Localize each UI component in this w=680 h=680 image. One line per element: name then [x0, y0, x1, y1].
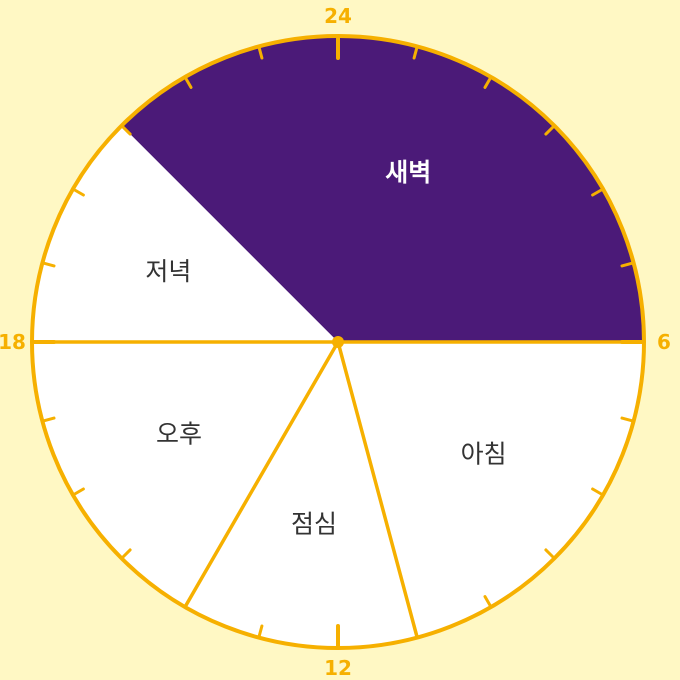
hour-label-24: 24 — [324, 4, 352, 28]
segment-morning — [338, 342, 644, 638]
segment-boundaries — [30, 340, 646, 640]
hour-tick — [591, 187, 605, 197]
segment-label-afternoon: 오후 — [156, 419, 202, 448]
segment-label-dawn: 새벽 — [385, 158, 431, 187]
segment-label-morning: 아침 — [461, 439, 507, 468]
hour-tick — [40, 261, 56, 268]
center-hub — [332, 336, 344, 348]
hour-tick — [257, 624, 264, 640]
hour-tick — [71, 487, 85, 497]
segment-afternoon — [32, 342, 338, 608]
boundary-lunch — [336, 340, 419, 640]
segment-label-evening: 저녁 — [145, 257, 191, 286]
hour-tick — [620, 416, 636, 423]
hour-tick — [40, 416, 56, 423]
segments — [32, 35, 645, 649]
hour-label-12: 12 — [324, 656, 352, 680]
hour-tick — [257, 44, 264, 60]
hour-tick — [620, 261, 636, 268]
clock-rim — [30, 34, 646, 650]
hour-tick — [483, 75, 493, 89]
segment-lunch — [185, 342, 418, 649]
hour-tick — [591, 487, 605, 497]
hour-tick — [412, 44, 419, 60]
segment-dawn — [121, 35, 645, 343]
hour-tick — [544, 548, 556, 560]
hour-tick — [120, 124, 132, 136]
hour-tick — [120, 548, 132, 560]
hour-labels: 24 6 12 18 — [0, 4, 671, 680]
hour-label-6: 6 — [657, 330, 671, 354]
segment-evening — [32, 125, 338, 342]
hour-label-18: 18 — [0, 330, 26, 354]
boundary-afternoon — [183, 340, 340, 609]
segment-label-lunch: 점심 — [291, 510, 337, 539]
hour-tick — [183, 75, 193, 89]
hour-tick — [544, 124, 556, 136]
hour-tick — [483, 595, 493, 609]
hour-tick — [71, 187, 85, 197]
